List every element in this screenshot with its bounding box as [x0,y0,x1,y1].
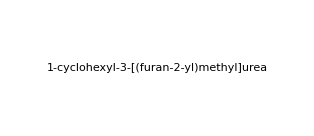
Text: 1-cyclohexyl-3-[(furan-2-yl)methyl]urea: 1-cyclohexyl-3-[(furan-2-yl)methyl]urea [46,63,268,73]
